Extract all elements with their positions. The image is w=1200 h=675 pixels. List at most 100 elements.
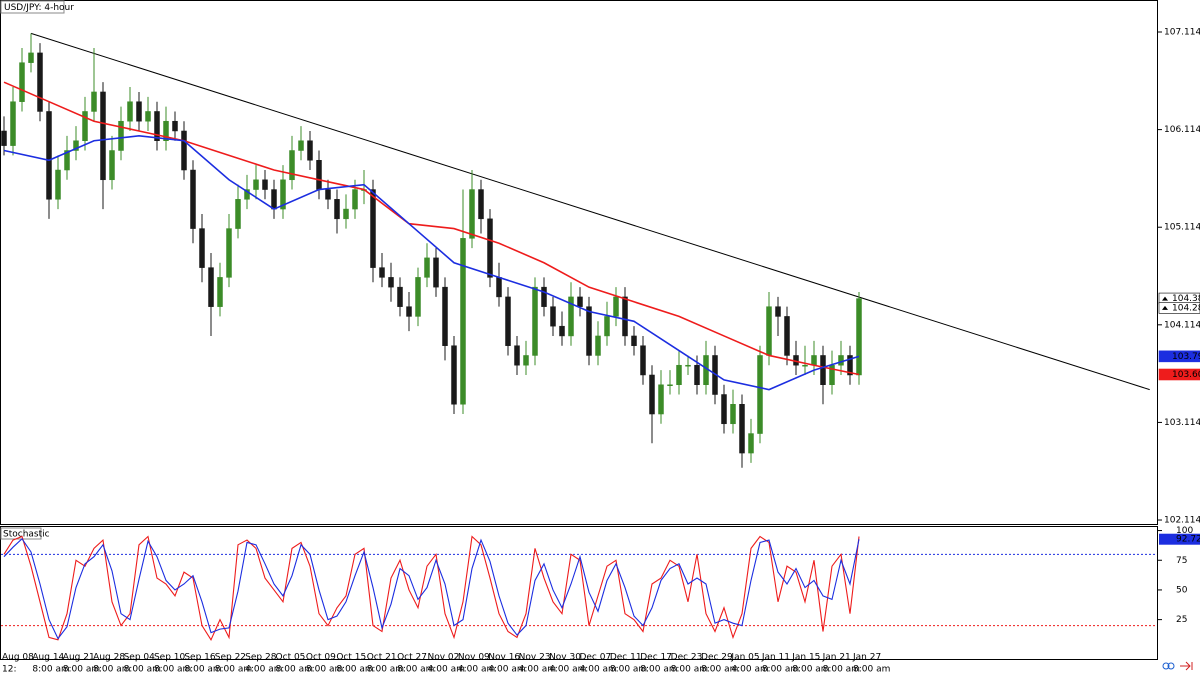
- candle-body: [667, 384, 673, 386]
- candle-body: [460, 238, 466, 405]
- x-date-label: Nov 09: [458, 653, 490, 663]
- x-time-label: 8:00 am: [93, 665, 130, 675]
- x-date-label: Oct 05: [276, 653, 306, 663]
- candle-body: [343, 208, 349, 220]
- x-time-label: 8:00 am: [640, 665, 677, 675]
- x-time-label: 8:00 am: [792, 665, 829, 675]
- price-label-box: [1158, 302, 1200, 314]
- candle-body: [298, 140, 304, 151]
- candle-body: [316, 160, 322, 190]
- y-tick-label: 50: [1176, 585, 1188, 595]
- candle-body: [379, 267, 385, 278]
- x-time-label: 8:00 am: [276, 665, 313, 675]
- x-time-label: 8:00 am: [823, 665, 860, 675]
- candle-body: [370, 189, 376, 268]
- x-time-label: 4:00 am: [519, 665, 556, 675]
- moving-average: [3, 81, 860, 376]
- candle-body: [226, 228, 232, 278]
- candle-body: [325, 189, 331, 200]
- candle-body: [577, 296, 583, 307]
- candle-body: [676, 364, 682, 385]
- candle-body: [154, 111, 160, 141]
- link-icon[interactable]: [1167, 662, 1175, 670]
- candle-body: [118, 120, 124, 151]
- link-icon[interactable]: [1162, 662, 1170, 670]
- candle-body: [721, 394, 727, 425]
- candle-body: [172, 120, 178, 132]
- x-date-label: Dec 23: [671, 653, 703, 663]
- candle-body: [253, 179, 259, 190]
- x-date-label: Jan 15: [791, 653, 820, 663]
- candle-body: [838, 355, 844, 366]
- price-label-box: [1158, 350, 1200, 363]
- candle-body: [82, 111, 88, 141]
- x-date-label: Oct 09: [306, 653, 336, 663]
- candle-body: [163, 120, 169, 141]
- x-date-label: Sep 22: [215, 653, 246, 663]
- candle-body: [262, 179, 268, 190]
- x-time-label: 8:00 am: [215, 665, 252, 675]
- x-time-label: 4:00 am: [245, 665, 282, 675]
- x-time-label: 8:00 am: [701, 665, 738, 675]
- price-label: 104.288: [1172, 303, 1200, 313]
- x-date-label: Oct 21: [367, 653, 397, 663]
- candle-body: [19, 62, 25, 102]
- candle-body: [487, 218, 493, 278]
- stoch-label: 92.72: [1176, 535, 1200, 545]
- x-time-label: 8:00 am: [32, 665, 69, 675]
- candle-body: [514, 345, 520, 366]
- candle-body: [37, 52, 43, 112]
- candle-body: [289, 150, 295, 181]
- candle-body: [496, 277, 502, 298]
- y-tick-label: 100: [1176, 526, 1193, 536]
- x-time-label: 4:00 am: [458, 665, 495, 675]
- y-tick-label: 106.114: [1164, 125, 1200, 135]
- candle-body: [10, 101, 16, 146]
- x-date-label: Oct 27: [397, 653, 427, 663]
- x-time-label: 8:00 am: [762, 665, 799, 675]
- candle-body: [397, 286, 403, 307]
- link-icons[interactable]: [1162, 661, 1193, 671]
- x-time-label: 8:00 am: [124, 665, 161, 675]
- y-tick-label: 25: [1176, 615, 1187, 625]
- candle-body: [505, 296, 511, 346]
- candle-body: [406, 306, 412, 317]
- x-date-label: Aug 08: [2, 653, 34, 663]
- y-tick-label: 107.114: [1164, 28, 1200, 38]
- stochastic-line: [3, 535, 860, 641]
- x-time-label: 8:00 am: [367, 665, 404, 675]
- candle-body: [856, 298, 862, 376]
- x-date-label: Aug 21: [63, 653, 95, 663]
- candle-body: [1, 130, 7, 146]
- price-label-box: [1158, 368, 1200, 381]
- candle-body: [478, 189, 484, 220]
- candle-body: [685, 364, 691, 367]
- x-time-label: 4:00 am: [428, 665, 465, 675]
- candle-body: [352, 189, 358, 210]
- y-tick-label: 102.114: [1164, 516, 1200, 526]
- candle-body: [199, 228, 205, 268]
- moving-average: [3, 135, 860, 391]
- candle-body: [730, 404, 736, 425]
- stochastic-line: [3, 538, 860, 640]
- scroll-icon[interactable]: [1180, 661, 1193, 671]
- candle-body: [235, 199, 241, 229]
- candle-body: [109, 150, 115, 181]
- candle-body: [73, 140, 79, 151]
- x-date-label: Sep 28: [245, 653, 277, 663]
- x-time-label: 8:00 am: [397, 665, 434, 675]
- candle-body: [424, 257, 430, 278]
- candle-body: [208, 267, 214, 307]
- x-time-label: 8:00 am: [306, 665, 343, 675]
- x-date-label: Nov 30: [549, 653, 581, 663]
- x-date-label: Aug 28: [93, 653, 125, 663]
- x-date-label: Jan 27: [852, 653, 881, 663]
- axis-start-label: 12:: [2, 665, 16, 675]
- candle-body: [334, 199, 340, 220]
- candle-body: [145, 111, 151, 122]
- x-date-label: Dec 11: [610, 653, 642, 663]
- candle-body: [451, 345, 457, 405]
- candle-body: [541, 286, 547, 307]
